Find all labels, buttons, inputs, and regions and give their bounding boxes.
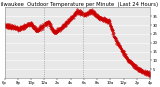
Title: Milwaukee  Outdoor Temperature per Minute  (Last 24 Hours): Milwaukee Outdoor Temperature per Minute… [0, 2, 158, 7]
